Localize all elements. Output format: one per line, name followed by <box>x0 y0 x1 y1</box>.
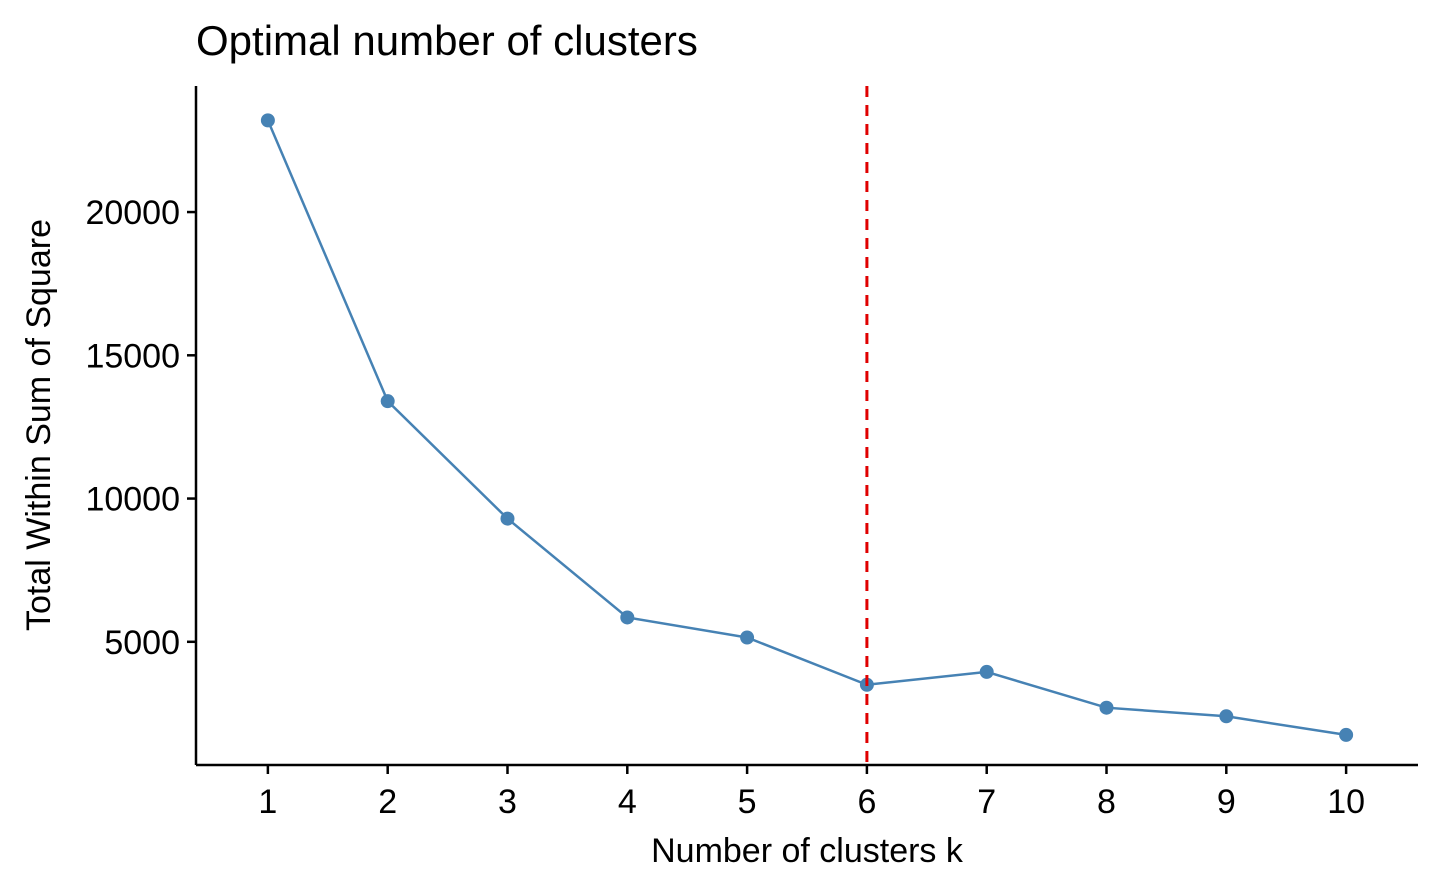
x-tick-label: 2 <box>378 783 397 821</box>
data-point <box>979 664 994 679</box>
data-point <box>500 511 515 526</box>
x-tick-label: 6 <box>857 783 876 821</box>
y-axis-ticks: 5000 10000 15000 20000 <box>85 194 196 662</box>
y-tick-label: 5000 <box>104 624 180 662</box>
y-tick-label: 15000 <box>85 337 180 375</box>
data-point <box>740 630 755 645</box>
x-axis-ticks: 1 2 3 4 5 6 7 8 9 10 <box>258 765 1365 821</box>
x-axis-title: Number of clusters k <box>651 832 964 870</box>
x-tick-label: 9 <box>1217 783 1236 821</box>
data-point <box>1099 700 1114 715</box>
chart-title: Optimal number of clusters <box>196 17 698 64</box>
data-point <box>380 394 395 409</box>
plot-area <box>260 86 1354 765</box>
x-tick-label: 5 <box>738 783 757 821</box>
x-tick-label: 3 <box>498 783 517 821</box>
x-tick-label: 4 <box>618 783 637 821</box>
y-axis-title: Total Within Sum of Square <box>20 219 58 631</box>
data-point <box>620 610 635 625</box>
y-tick-label: 20000 <box>85 194 180 232</box>
y-tick-label: 10000 <box>85 481 180 519</box>
x-tick-label: 8 <box>1097 783 1116 821</box>
x-tick-label: 7 <box>977 783 996 821</box>
x-tick-label: 1 <box>258 783 277 821</box>
series-line <box>266 119 1347 737</box>
x-tick-label: 10 <box>1327 783 1365 821</box>
data-point <box>1339 727 1354 742</box>
data-point <box>1219 709 1234 724</box>
data-point <box>260 113 275 128</box>
